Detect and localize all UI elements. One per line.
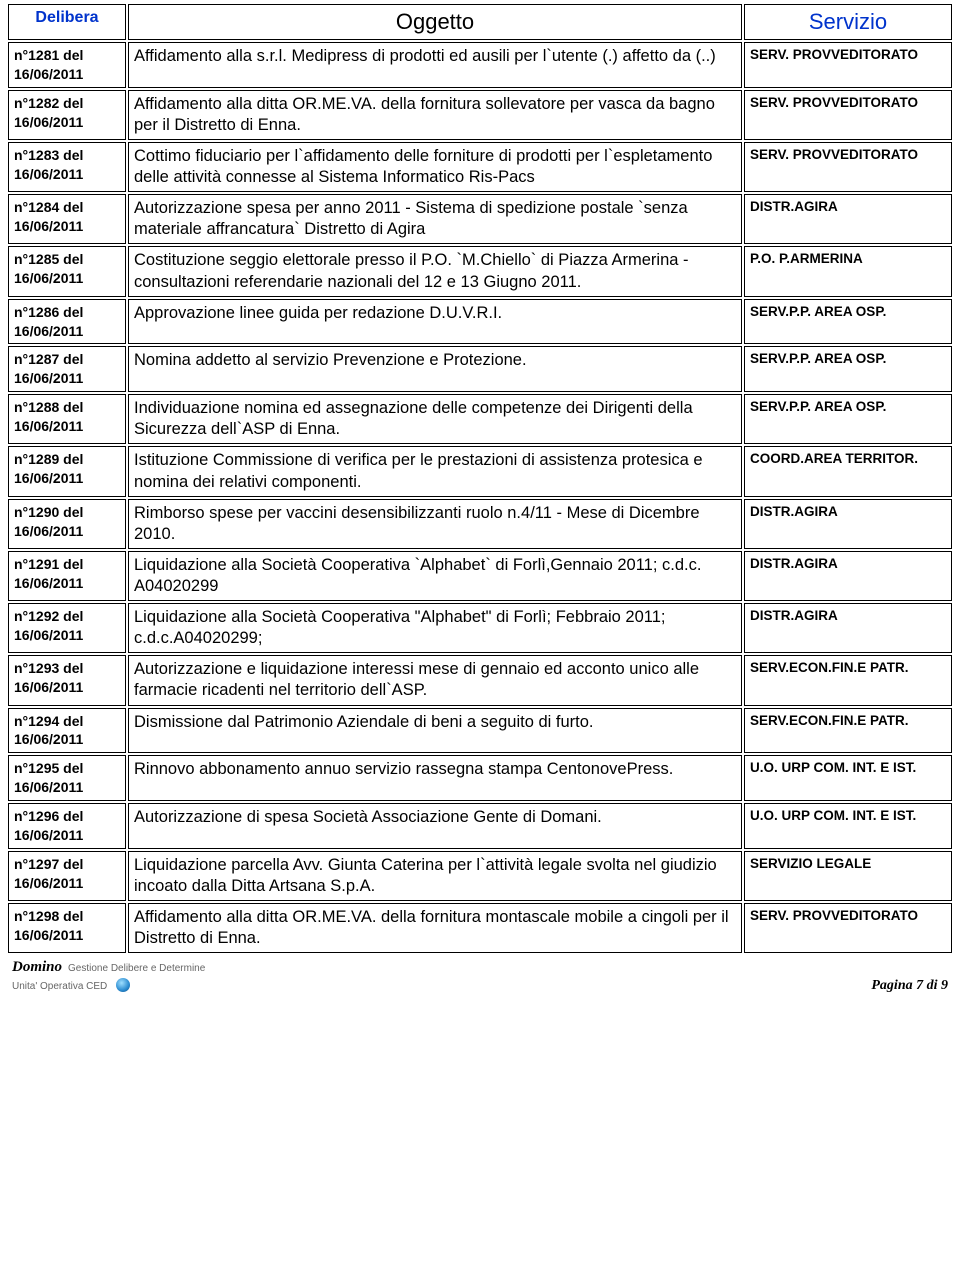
cell-delibera: n°1290 del16/06/2011: [8, 499, 126, 549]
cell-delibera: n°1285 del16/06/2011: [8, 246, 126, 296]
table-row: n°1297 del16/06/2011Liquidazione parcell…: [8, 851, 952, 901]
cell-servizio: P.O. P.ARMERINA: [744, 246, 952, 296]
cell-oggetto: Autorizzazione e liquidazione interessi …: [128, 655, 742, 705]
footer-subtitle-1: Gestione Delibere e Determine: [68, 963, 205, 974]
table-row: n°1298 del16/06/2011Affidamento alla dit…: [8, 903, 952, 953]
header-servizio: Servizio: [744, 4, 952, 40]
cell-oggetto: Affidamento alla ditta OR.ME.VA. della f…: [128, 90, 742, 140]
table-header-row: Delibera Oggetto Servizio: [8, 4, 952, 40]
table-row: n°1286 del16/06/2011Approvazione linee g…: [8, 299, 952, 345]
cell-servizio: SERV.P.P. AREA OSP.: [744, 346, 952, 392]
cell-oggetto: Liquidazione alla Società Cooperativa "A…: [128, 603, 742, 653]
cell-oggetto: Cottimo fiduciario per l`affidamento del…: [128, 142, 742, 192]
table-row: n°1294 del16/06/2011Dismissione dal Patr…: [8, 708, 952, 754]
cell-delibera: n°1282 del16/06/2011: [8, 90, 126, 140]
cell-servizio: DISTR.AGIRA: [744, 499, 952, 549]
cell-delibera: n°1293 del16/06/2011: [8, 655, 126, 705]
table-row: n°1291 del16/06/2011Liquidazione alla So…: [8, 551, 952, 601]
table-row: n°1293 del16/06/2011Autorizzazione e liq…: [8, 655, 952, 705]
cell-oggetto: Autorizzazione spesa per anno 2011 - Sis…: [128, 194, 742, 244]
cell-oggetto: Liquidazione alla Società Cooperativa `A…: [128, 551, 742, 601]
cell-servizio: DISTR.AGIRA: [744, 194, 952, 244]
table-row: n°1288 del16/06/2011Individuazione nomin…: [8, 394, 952, 444]
cell-oggetto: Nomina addetto al servizio Prevenzione e…: [128, 346, 742, 392]
table-row: n°1287 del16/06/2011Nomina addetto al se…: [8, 346, 952, 392]
cell-oggetto: Istituzione Commissione di verifica per …: [128, 446, 742, 496]
cell-oggetto: Individuazione nomina ed assegnazione de…: [128, 394, 742, 444]
table-body: n°1281 del16/06/2011Affidamento alla s.r…: [8, 42, 952, 953]
table-row: n°1285 del16/06/2011Costituzione seggio …: [8, 246, 952, 296]
table-row: n°1289 del16/06/2011Istituzione Commissi…: [8, 446, 952, 496]
cell-delibera: n°1296 del16/06/2011: [8, 803, 126, 849]
table-row: n°1283 del16/06/2011Cottimo fiduciario p…: [8, 142, 952, 192]
globe-icon: [116, 978, 130, 992]
cell-delibera: n°1281 del16/06/2011: [8, 42, 126, 88]
footer-domino-label: Domino: [12, 959, 62, 976]
cell-delibera: n°1287 del16/06/2011: [8, 346, 126, 392]
table-row: n°1284 del16/06/2011Autorizzazione spesa…: [8, 194, 952, 244]
cell-delibera: n°1298 del16/06/2011: [8, 903, 126, 953]
footer-left: Domino Gestione Delibere e Determine Uni…: [12, 959, 205, 994]
table-row: n°1296 del16/06/2011Autorizzazione di sp…: [8, 803, 952, 849]
cell-servizio: SERV.ECON.FIN.E PATR.: [744, 708, 952, 754]
cell-servizio: SERVIZIO LEGALE: [744, 851, 952, 901]
cell-delibera: n°1294 del16/06/2011: [8, 708, 126, 754]
cell-oggetto: Rimborso spese per vaccini desensibilizz…: [128, 499, 742, 549]
cell-servizio: SERV. PROVVEDITORATO: [744, 903, 952, 953]
cell-oggetto: Approvazione linee guida per redazione D…: [128, 299, 742, 345]
header-oggetto: Oggetto: [128, 4, 742, 40]
cell-oggetto: Affidamento alla s.r.l. Medipress di pro…: [128, 42, 742, 88]
cell-servizio: SERV.P.P. AREA OSP.: [744, 394, 952, 444]
cell-delibera: n°1297 del16/06/2011: [8, 851, 126, 901]
table-row: n°1292 del16/06/2011Liquidazione alla So…: [8, 603, 952, 653]
cell-oggetto: Costituzione seggio elettorale presso il…: [128, 246, 742, 296]
footer-subtitle-2: Unita' Operativa CED: [12, 981, 107, 992]
cell-servizio: SERV. PROVVEDITORATO: [744, 142, 952, 192]
cell-delibera: n°1283 del16/06/2011: [8, 142, 126, 192]
cell-servizio: SERV.ECON.FIN.E PATR.: [744, 655, 952, 705]
cell-delibera: n°1289 del16/06/2011: [8, 446, 126, 496]
page-footer: Domino Gestione Delibere e Determine Uni…: [8, 959, 952, 994]
cell-oggetto: Rinnovo abbonamento annuo servizio rasse…: [128, 755, 742, 801]
cell-oggetto: Affidamento alla ditta OR.ME.VA. della f…: [128, 903, 742, 953]
cell-oggetto: Liquidazione parcella Avv. Giunta Cateri…: [128, 851, 742, 901]
cell-delibera: n°1286 del16/06/2011: [8, 299, 126, 345]
header-delibera: Delibera: [8, 4, 126, 40]
footer-page-number: Pagina 7 di 9: [871, 978, 948, 994]
cell-servizio: COORD.AREA TERRITOR.: [744, 446, 952, 496]
table-row: n°1290 del16/06/2011Rimborso spese per v…: [8, 499, 952, 549]
table-row: n°1295 del16/06/2011Rinnovo abbonamento …: [8, 755, 952, 801]
cell-delibera: n°1295 del16/06/2011: [8, 755, 126, 801]
cell-oggetto: Autorizzazione di spesa Società Associaz…: [128, 803, 742, 849]
cell-delibera: n°1291 del16/06/2011: [8, 551, 126, 601]
cell-oggetto: Dismissione dal Patrimonio Aziendale di …: [128, 708, 742, 754]
table-row: n°1281 del16/06/2011Affidamento alla s.r…: [8, 42, 952, 88]
cell-delibera: n°1292 del16/06/2011: [8, 603, 126, 653]
cell-delibera: n°1284 del16/06/2011: [8, 194, 126, 244]
cell-servizio: SERV. PROVVEDITORATO: [744, 90, 952, 140]
cell-servizio: U.O. URP COM. INT. E IST.: [744, 803, 952, 849]
cell-servizio: SERV.P.P. AREA OSP.: [744, 299, 952, 345]
cell-delibera: n°1288 del16/06/2011: [8, 394, 126, 444]
cell-servizio: U.O. URP COM. INT. E IST.: [744, 755, 952, 801]
cell-servizio: DISTR.AGIRA: [744, 551, 952, 601]
table-row: n°1282 del16/06/2011Affidamento alla dit…: [8, 90, 952, 140]
cell-servizio: SERV. PROVVEDITORATO: [744, 42, 952, 88]
cell-servizio: DISTR.AGIRA: [744, 603, 952, 653]
